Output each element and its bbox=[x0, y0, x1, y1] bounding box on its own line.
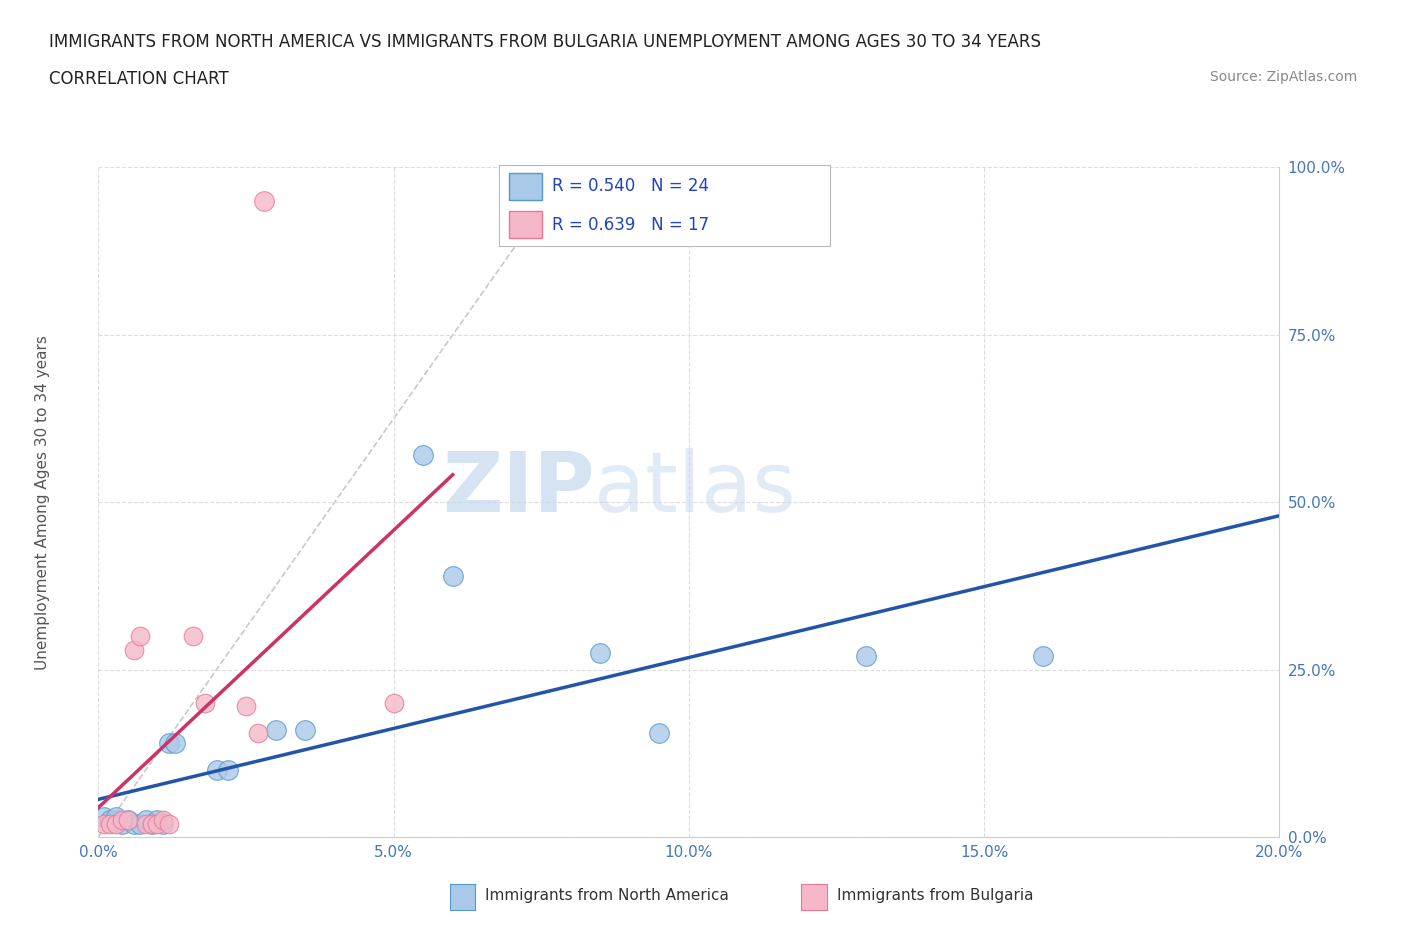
Point bbox=[205, 763, 228, 777]
Point bbox=[111, 813, 134, 828]
Bar bbox=[509, 173, 543, 200]
Point bbox=[253, 193, 276, 208]
Point bbox=[105, 813, 128, 828]
Point bbox=[98, 817, 121, 831]
Point bbox=[194, 696, 217, 711]
Text: atlas: atlas bbox=[595, 448, 796, 529]
Point bbox=[93, 809, 115, 824]
Point bbox=[382, 696, 405, 711]
Point bbox=[128, 817, 150, 831]
Point bbox=[117, 813, 139, 828]
Point bbox=[122, 817, 145, 831]
Text: Immigrants from North America: Immigrants from North America bbox=[485, 888, 728, 903]
Point bbox=[141, 817, 163, 831]
Bar bbox=[509, 211, 543, 238]
Point bbox=[105, 817, 128, 831]
Text: Source: ZipAtlas.com: Source: ZipAtlas.com bbox=[1209, 70, 1357, 84]
Text: Immigrants from Bulgaria: Immigrants from Bulgaria bbox=[837, 888, 1033, 903]
Point bbox=[157, 817, 180, 831]
Point bbox=[157, 736, 180, 751]
Text: ZIP: ZIP bbox=[441, 448, 595, 529]
Point bbox=[1032, 649, 1054, 664]
Point bbox=[146, 817, 169, 831]
Point bbox=[152, 813, 174, 828]
Point bbox=[135, 817, 157, 831]
Point bbox=[105, 809, 128, 824]
Point bbox=[855, 649, 877, 664]
Point bbox=[217, 763, 239, 777]
Point bbox=[264, 723, 287, 737]
Point bbox=[146, 813, 169, 828]
Point bbox=[152, 817, 174, 831]
Point bbox=[98, 813, 121, 828]
Point bbox=[165, 736, 187, 751]
Point bbox=[117, 813, 139, 828]
Point bbox=[589, 645, 612, 660]
Point bbox=[111, 817, 134, 831]
Text: R = 0.639   N = 17: R = 0.639 N = 17 bbox=[553, 216, 709, 233]
Point bbox=[246, 725, 269, 740]
Text: IMMIGRANTS FROM NORTH AMERICA VS IMMIGRANTS FROM BULGARIA UNEMPLOYMENT AMONG AGE: IMMIGRANTS FROM NORTH AMERICA VS IMMIGRA… bbox=[49, 33, 1042, 50]
Point bbox=[141, 817, 163, 831]
Point bbox=[412, 448, 434, 463]
Point bbox=[235, 699, 257, 714]
Point bbox=[294, 723, 316, 737]
Point bbox=[181, 629, 204, 644]
Point bbox=[128, 629, 150, 644]
Text: R = 0.540   N = 24: R = 0.540 N = 24 bbox=[553, 178, 709, 195]
Point bbox=[441, 568, 464, 583]
Point bbox=[93, 817, 115, 831]
Point bbox=[648, 725, 671, 740]
Text: Unemployment Among Ages 30 to 34 years: Unemployment Among Ages 30 to 34 years bbox=[35, 335, 49, 670]
Point bbox=[135, 813, 157, 828]
Text: CORRELATION CHART: CORRELATION CHART bbox=[49, 70, 229, 87]
Point bbox=[122, 642, 145, 657]
